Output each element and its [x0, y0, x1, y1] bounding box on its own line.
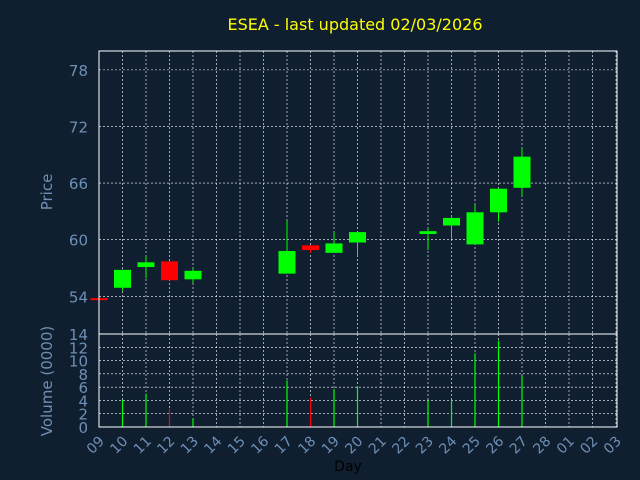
price-y-ticks: 54 60 66 72 78	[69, 62, 88, 306]
volume-tick-label: 4	[78, 392, 88, 410]
price-candles	[90, 148, 531, 301]
price-tick-label: 66	[69, 175, 88, 193]
volume-frame	[98, 333, 618, 428]
x-axis-label: Day	[334, 459, 362, 475]
chart-title: ESEA - last updated 02/03/2026	[227, 15, 482, 34]
volume-bars	[121, 340, 523, 427]
candle-body	[278, 250, 296, 274]
candle-body	[349, 232, 366, 243]
candle-body	[184, 270, 202, 280]
candle-body	[443, 217, 460, 226]
candle-body	[161, 261, 178, 281]
volume-tick-label: 8	[78, 366, 88, 384]
volume-tick-label: 6	[78, 379, 88, 397]
candle-body	[302, 245, 319, 251]
candle-body	[513, 156, 531, 188]
price-tick-label: 54	[69, 288, 88, 306]
price-panel: 54 60 66 72 78 Price	[38, 50, 618, 335]
candle-body	[466, 212, 484, 245]
price-tick-label: 72	[69, 118, 88, 136]
candle-body	[419, 231, 437, 235]
volume-axis-label: Volume (0000)	[38, 326, 56, 436]
x-axis-ticks: 09 10 11 12 13 14 15 16 17 18 19 20 21 22 23 24 25 26 27 28…	[84, 433, 625, 457]
candle-body	[114, 269, 131, 288]
price-tick-label: 78	[69, 62, 88, 80]
price-axis-label: Price	[38, 174, 56, 211]
volume-tick-label: 2	[78, 406, 88, 424]
candle-body	[137, 262, 155, 268]
price-tick-label: 60	[69, 232, 88, 250]
volume-tick-label: 14	[69, 326, 88, 344]
candle-body	[325, 243, 343, 253]
volume-tick-label: 10	[69, 353, 88, 371]
volume-tick-label: 12	[69, 339, 88, 357]
volume-tick-label: 0	[78, 419, 88, 437]
candle-body	[490, 188, 507, 213]
